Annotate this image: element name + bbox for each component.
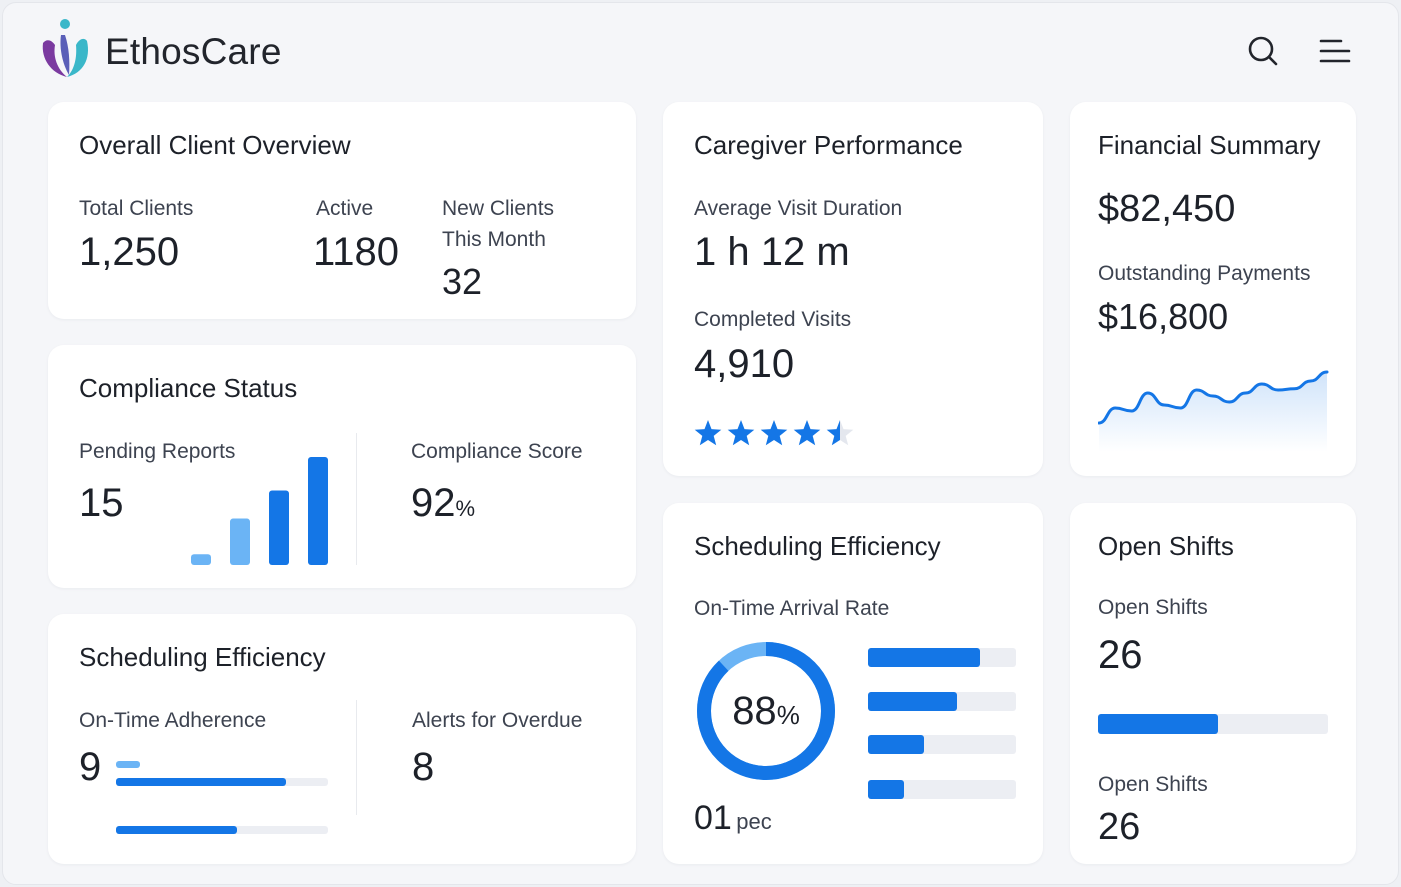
open-shifts-label-2: Open Shifts [1098, 773, 1208, 796]
compliance-card: Compliance Status Pending Reports 15 Com… [48, 345, 636, 588]
adherence-bar [116, 778, 328, 786]
pending-reports-label: Pending Reports [79, 440, 236, 463]
arrival-bar-fill [868, 692, 957, 711]
rate-number: 88 [732, 689, 777, 733]
total-clients-label: Total Clients [79, 197, 194, 220]
rating-stars [694, 420, 854, 446]
trend-line [1098, 370, 1329, 425]
footer-value: 01 [694, 799, 732, 837]
adherence-bar [116, 826, 328, 834]
star-icon [760, 420, 788, 446]
financial-total-value: $82,450 [1098, 188, 1236, 230]
card-title: Open Shifts [1098, 531, 1234, 561]
caregiver-card: Caregiver Performance Average Visit Dura… [663, 102, 1043, 476]
new-clients-label: New Clients [442, 197, 555, 220]
compliance-bar [308, 457, 328, 565]
brand-name: EthosCare [105, 31, 282, 72]
arrival-bar-fill [868, 735, 925, 754]
visit-duration-value: 1 h 12 m [694, 230, 850, 274]
compliance-bar-chart [191, 457, 328, 565]
financial-card: Financial Summary $82,450 Outstanding Pa… [1070, 102, 1356, 476]
divider [356, 433, 357, 565]
search-icon [1248, 36, 1278, 66]
card-title: Overall Client Overview [79, 130, 351, 160]
score-number: 92 [411, 481, 456, 525]
scheduling-left-card: Scheduling Efficiency On-Time Adherence … [48, 614, 636, 864]
rate-unit: % [776, 700, 800, 730]
card-title: Scheduling Efficiency [694, 531, 941, 561]
alerts-value: 8 [412, 745, 435, 789]
scheduling-mid-card: Scheduling Efficiency On-Time Arrival Ra… [663, 503, 1043, 864]
card-title: Compliance Status [79, 373, 298, 403]
total-clients-value: 1,250 [79, 230, 180, 274]
arrival-rate-value: 88% [694, 689, 838, 734]
card-title: Scheduling Efficiency [79, 642, 326, 672]
pending-reports-value: 15 [79, 481, 124, 525]
arrival-rate-label: On-Time Arrival Rate [694, 597, 890, 620]
client-overview-card: Overall Client Overview Total Clients 1,… [48, 102, 636, 319]
financial-trend-chart [1098, 370, 1329, 452]
footer-metric: 01 pec [694, 799, 772, 838]
divider [356, 700, 357, 815]
open-shifts-value-2: 26 [1098, 806, 1141, 848]
adherence-bar-fill [116, 826, 237, 834]
footer-unit: pec [736, 809, 772, 834]
new-clients-label-2: This Month [442, 228, 546, 251]
arrival-bar-fill [868, 780, 904, 799]
arrival-bar [868, 692, 1016, 711]
trend-area [1099, 372, 1327, 452]
outstanding-label: Outstanding Payments [1098, 262, 1311, 285]
adherence-marker [116, 761, 140, 768]
active-label: Active [316, 197, 374, 220]
open-shifts-progress-fill [1098, 714, 1218, 734]
alerts-label: Alerts for Overdue [412, 709, 583, 732]
star-icon [727, 420, 755, 446]
star-icon [793, 420, 821, 446]
adherence-value: 9 [79, 745, 102, 789]
arrival-bar [868, 648, 1016, 667]
menu-button[interactable] [1317, 33, 1353, 69]
card-title: Financial Summary [1098, 130, 1321, 160]
arrival-bar [868, 735, 1016, 754]
open-shifts-progress [1098, 714, 1328, 734]
menu-icon [1319, 39, 1351, 63]
compliance-score-value: 92% [411, 481, 475, 526]
card-title: Caregiver Performance [694, 130, 963, 160]
arrival-bar [868, 780, 1016, 799]
open-shifts-label: Open Shifts [1098, 596, 1208, 619]
app-header: EthosCare [39, 15, 1369, 87]
search-button[interactable] [1245, 33, 1281, 69]
arrival-bar-fill [868, 648, 981, 667]
completed-visits-label: Completed Visits [694, 308, 852, 331]
active-value: 1180 [313, 230, 400, 274]
visit-duration-label: Average Visit Duration [694, 197, 903, 220]
outstanding-value: $16,800 [1098, 296, 1229, 337]
completed-visits-value: 4,910 [694, 342, 795, 386]
star-icon [694, 420, 722, 446]
open-shifts-value: 26 [1098, 633, 1143, 677]
compliance-bar [269, 490, 289, 565]
compliance-bar [191, 554, 211, 565]
ethoscare-logo-icon [42, 19, 89, 77]
adherence-bar-fill [116, 778, 286, 786]
donut-value-arc [697, 642, 835, 780]
score-unit: % [455, 496, 476, 521]
star-icon [826, 420, 854, 446]
new-clients-value: 32 [442, 261, 483, 302]
adherence-label: On-Time Adherence [79, 709, 267, 732]
arrival-rate-donut [697, 642, 835, 780]
compliance-score-label: Compliance Score [411, 440, 583, 463]
open-shifts-card: Open Shifts Open Shifts 26 Open Shifts 2… [1070, 503, 1356, 864]
compliance-bar [230, 518, 250, 565]
